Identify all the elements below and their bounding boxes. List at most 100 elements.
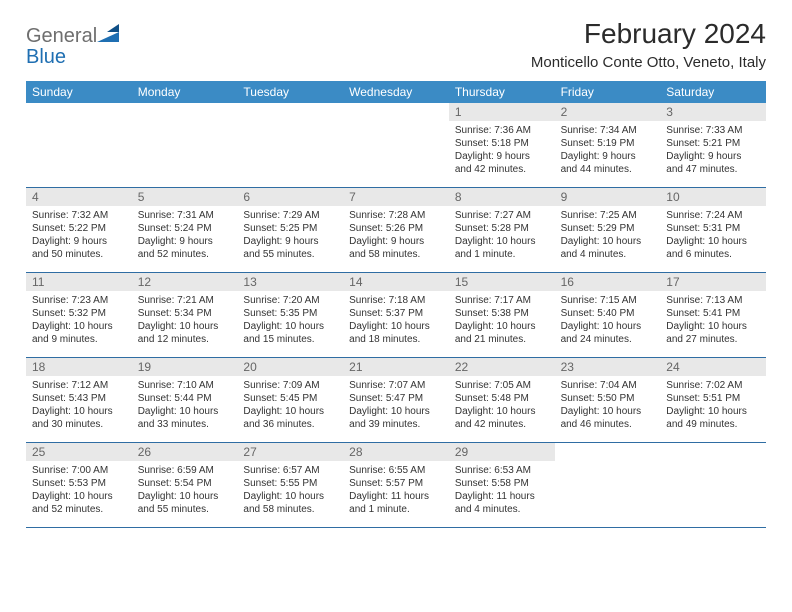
- daylight-line: Daylight: 10 hours and 39 minutes.: [349, 406, 430, 430]
- day-number: 10: [660, 188, 766, 206]
- daylight-line: Daylight: 10 hours and 12 minutes.: [138, 321, 219, 345]
- sunset-line: Sunset: 5:24 PM: [138, 223, 212, 234]
- weekday-header: Tuesday: [237, 81, 343, 103]
- day-body: Sunrise: 6:57 AMSunset: 5:55 PMDaylight:…: [237, 461, 343, 521]
- sunrise-line: Sunrise: 7:27 AM: [455, 210, 531, 221]
- sunrise-line: Sunrise: 7:05 AM: [455, 380, 531, 391]
- day-cell: 21Sunrise: 7:07 AMSunset: 5:47 PMDayligh…: [343, 358, 449, 442]
- day-body: Sunrise: 7:23 AM Sunset: 5:32 PM Daylight:…: [26, 291, 132, 351]
- page-subtitle: Monticello Conte Otto, Veneto, Italy: [531, 54, 766, 71]
- sunset-line: Sunset: 5:45 PM: [243, 393, 317, 404]
- day-cell: 1Sunrise: 7:36 AMSunset: 5:18 PMDaylight…: [449, 103, 555, 187]
- sunset-line: Sunset: 5:31 PM: [666, 223, 740, 234]
- day-cell: 24Sunrise: 7:02 AMSunset: 5:51 PMDayligh…: [660, 358, 766, 442]
- daylight-line: Daylight: 10 hours and 9 minutes.: [32, 321, 113, 345]
- sunrise-line: Sunrise: 7:29 AM: [243, 210, 319, 221]
- logo: General Blue: [26, 18, 123, 68]
- day-number: 24: [660, 358, 766, 376]
- week-row: 1Sunrise: 7:36 AMSunset: 5:18 PMDaylight…: [26, 103, 766, 188]
- sunset-line: Sunset: 5:43 PM: [32, 393, 106, 404]
- day-body: Sunrise: 7:10 AM Sunset: 5:44 PM Daylight:…: [132, 376, 238, 436]
- day-cell: 11Sunrise: 7:23 AMSunset: 5:32 PMDayligh…: [26, 273, 132, 357]
- day-cell-blank: [343, 103, 449, 187]
- day-cell: 7Sunrise: 7:28 AMSunset: 5:26 PMDaylight…: [343, 188, 449, 272]
- day-number: 17: [660, 273, 766, 291]
- sunset-line: Sunset: 5:32 PM: [32, 308, 106, 319]
- weekday-header: Friday: [555, 81, 661, 103]
- weekday-header: Monday: [132, 81, 238, 103]
- sunrise-line: Sunrise: 7:18 AM: [349, 295, 425, 306]
- sunset-line: Sunset: 5:26 PM: [349, 223, 423, 234]
- day-cell: 20Sunrise: 7:09 AMSunset: 5:45 PMDayligh…: [237, 358, 343, 442]
- day-cell: 13Sunrise: 7:20 AMSunset: 5:35 PMDayligh…: [237, 273, 343, 357]
- daylight-line: Daylight: 10 hours and 4 minutes.: [561, 236, 642, 260]
- daylight-line: Daylight: 10 hours and 30 minutes.: [32, 406, 113, 430]
- day-number: 22: [449, 358, 555, 376]
- day-body: Sunrise: 7:15 AMSunset: 5:40 PMDaylight:…: [555, 291, 661, 351]
- daylight-line: Daylight: 10 hours and 15 minutes.: [243, 321, 324, 345]
- sunrise-line: Sunrise: 7:02 AM: [666, 380, 742, 391]
- day-body: Sunrise: 7:05 AMSunset: 5:48 PMDaylight:…: [449, 376, 555, 436]
- day-body: Sunrise: 7:25 AMSunset: 5:29 PMDaylight:…: [555, 206, 661, 266]
- day-body: Sunrise: 7:12 AMSunset: 5:43 PMDaylight:…: [26, 376, 132, 436]
- day-number: 18: [26, 358, 132, 376]
- day-cell: 18Sunrise: 7:12 AMSunset: 5:43 PMDayligh…: [26, 358, 132, 442]
- daylight-line: Daylight: 11 hours and 4 minutes.: [455, 491, 535, 515]
- sunrise-line: Sunrise: 6:55 AM: [349, 465, 425, 476]
- daylight-line: Daylight: 9 hours and 50 minutes.: [32, 236, 107, 260]
- daylight-line: Daylight: 9 hours and 44 minutes.: [561, 151, 636, 175]
- day-cell-blank: [132, 103, 238, 187]
- day-cell: 19Sunrise: 7:10 AMSunset: 5:44 PMDayligh…: [132, 358, 238, 442]
- day-number: 12: [132, 273, 238, 291]
- day-body: Sunrise: 6:59 AMSunset: 5:54 PMDaylight:…: [132, 461, 238, 521]
- sunset-line: Sunset: 5:29 PM: [561, 223, 635, 234]
- day-cell: 25Sunrise: 7:00 AMSunset: 5:53 PMDayligh…: [26, 443, 132, 527]
- daylight-line: Daylight: 9 hours and 47 minutes.: [666, 151, 741, 175]
- sunset-line: Sunset: 5:25 PM: [243, 223, 317, 234]
- sunrise-line: Sunrise: 7:21 AM: [138, 295, 214, 306]
- sunrise-line: Sunrise: 7:23 AM: [32, 295, 108, 306]
- sunrise-line: Sunrise: 6:57 AM: [243, 465, 319, 476]
- sunset-line: Sunset: 5:47 PM: [349, 393, 423, 404]
- day-body: Sunrise: 7:20 AMSunset: 5:35 PMDaylight:…: [237, 291, 343, 351]
- day-body: Sunrise: 6:53 AMSunset: 5:58 PMDaylight:…: [449, 461, 555, 521]
- day-body: Sunrise: 7:17 AMSunset: 5:38 PMDaylight:…: [449, 291, 555, 351]
- sunrise-line: Sunrise: 7:10 AM: [138, 380, 214, 391]
- day-body: Sunrise: 7:24 AMSunset: 5:31 PMDaylight:…: [660, 206, 766, 266]
- day-body: Sunrise: 7:33 AMSunset: 5:21 PMDaylight:…: [660, 121, 766, 181]
- sunrise-line: Sunrise: 6:59 AM: [138, 465, 214, 476]
- sunset-line: Sunset: 5:54 PM: [138, 478, 212, 489]
- day-number: 20: [237, 358, 343, 376]
- day-cell: 17Sunrise: 7:13 AMSunset: 5:41 PMDayligh…: [660, 273, 766, 357]
- sunrise-line: Sunrise: 7:15 AM: [561, 295, 637, 306]
- day-cell: 23Sunrise: 7:04 AMSunset: 5:50 PMDayligh…: [555, 358, 661, 442]
- day-body: Sunrise: 7:21 AMSunset: 5:34 PMDaylight:…: [132, 291, 238, 351]
- week-row: 4Sunrise: 7:32 AMSunset: 5:22 PMDaylight…: [26, 188, 766, 273]
- day-number: 14: [343, 273, 449, 291]
- day-body: Sunrise: 7:09 AMSunset: 5:45 PMDaylight:…: [237, 376, 343, 436]
- day-body: Sunrise: 7:29 AMSunset: 5:25 PMDaylight:…: [237, 206, 343, 266]
- sunset-line: Sunset: 5:50 PM: [561, 393, 635, 404]
- sunrise-line: Sunrise: 7:04 AM: [561, 380, 637, 391]
- page-title: February 2024: [531, 18, 766, 50]
- sunset-line: Sunset: 5:19 PM: [561, 138, 635, 149]
- day-body: Sunrise: 7:13 AMSunset: 5:41 PMDaylight:…: [660, 291, 766, 351]
- day-number: 26: [132, 443, 238, 461]
- day-cell: 6Sunrise: 7:29 AMSunset: 5:25 PMDaylight…: [237, 188, 343, 272]
- sunset-line: Sunset: 5:41 PM: [666, 308, 740, 319]
- day-number: 28: [343, 443, 449, 461]
- day-body: Sunrise: 7:31 AMSunset: 5:24 PMDaylight:…: [132, 206, 238, 266]
- sunrise-line: Sunrise: 7:28 AM: [349, 210, 425, 221]
- day-number: 6: [237, 188, 343, 206]
- sunset-line: Sunset: 5:58 PM: [455, 478, 529, 489]
- daylight-line: Daylight: 10 hours and 33 minutes.: [138, 406, 219, 430]
- daylight-line: Daylight: 10 hours and 21 minutes.: [455, 321, 536, 345]
- daylight-line: Daylight: 10 hours and 24 minutes.: [561, 321, 642, 345]
- day-cell: 28Sunrise: 6:55 AMSunset: 5:57 PMDayligh…: [343, 443, 449, 527]
- sunset-line: Sunset: 5:44 PM: [138, 393, 212, 404]
- day-body: Sunrise: 7:36 AMSunset: 5:18 PMDaylight:…: [449, 121, 555, 181]
- day-cell-blank: [660, 443, 766, 527]
- daylight-line: Daylight: 10 hours and 52 minutes.: [32, 491, 113, 515]
- sunset-line: Sunset: 5:51 PM: [666, 393, 740, 404]
- daylight-line: Daylight: 10 hours and 18 minutes.: [349, 321, 430, 345]
